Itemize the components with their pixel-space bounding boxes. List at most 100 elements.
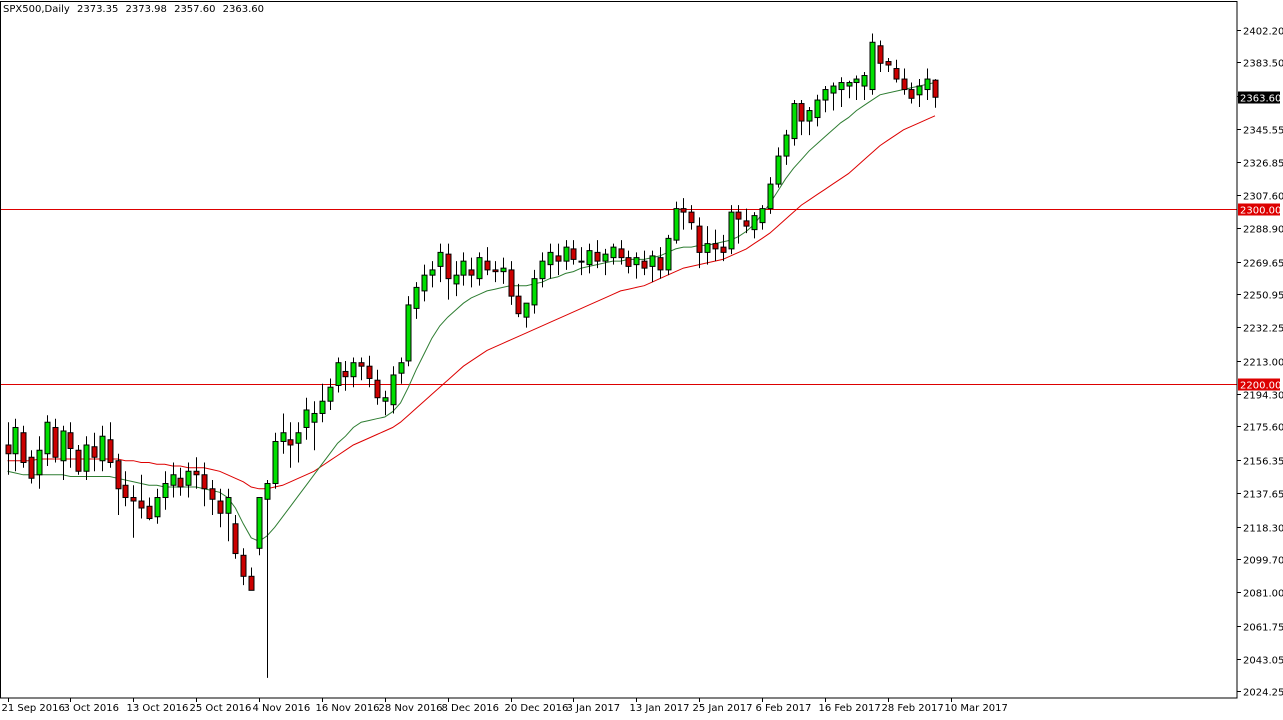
candle-body-bear — [735, 211, 742, 220]
y-tick-label: 2081.00 — [1243, 589, 1283, 600]
candle — [916, 79, 923, 108]
candle-body-bull — [44, 421, 51, 455]
candle — [728, 205, 735, 255]
candle-body-bull — [830, 85, 837, 94]
candle — [162, 471, 169, 510]
candle — [60, 425, 67, 481]
candle — [814, 94, 821, 127]
candle-body-bull — [264, 483, 271, 500]
candle — [625, 250, 632, 274]
candle-body-bull — [869, 41, 876, 91]
candle-body-bear — [798, 103, 805, 122]
candle — [539, 252, 546, 288]
candle-body-bull — [791, 103, 798, 140]
candle — [225, 488, 232, 542]
candle — [893, 59, 900, 83]
y-tick-label: 2043.05 — [1243, 656, 1283, 667]
candle — [303, 397, 310, 440]
candle-body-bear — [5, 444, 12, 455]
candle-body-bull — [405, 304, 412, 362]
candle — [508, 261, 515, 305]
candle — [822, 86, 829, 113]
y-tick-label: 2118.30 — [1243, 524, 1283, 535]
candle-body-bear — [468, 269, 475, 276]
candle — [901, 68, 908, 95]
candle — [767, 177, 774, 214]
candle-body-bear — [618, 248, 625, 259]
candle — [759, 205, 766, 230]
moving-average-fast-line — [7, 82, 936, 542]
candle-body-bear — [52, 426, 59, 458]
candle — [830, 82, 837, 111]
candle-body-bear — [177, 477, 184, 488]
candle-body-bull — [12, 426, 19, 455]
candle — [775, 147, 782, 188]
candle-body-bull — [303, 409, 310, 428]
candle — [555, 243, 562, 276]
candle — [256, 497, 263, 556]
candle — [28, 450, 35, 484]
candle — [798, 100, 805, 136]
symbol-label: SPX500,Daily — [3, 4, 70, 15]
y-tick-label: 2024.25 — [1243, 688, 1283, 699]
candle — [586, 243, 593, 274]
candle — [720, 234, 727, 262]
y-tick-label: 2288.90 — [1243, 225, 1283, 236]
plot-frame — [0, 1, 1238, 699]
candle — [350, 357, 357, 388]
open-value: 2373.35 — [76, 4, 119, 15]
candle-body-bull — [704, 243, 711, 253]
y-tick-label: 2061.75 — [1243, 623, 1283, 634]
candle — [633, 252, 640, 279]
candle-body-bear — [122, 484, 129, 499]
candle-body-bull — [390, 374, 397, 406]
candle — [122, 471, 129, 507]
candle — [185, 462, 192, 498]
candle — [170, 462, 177, 498]
x-tick-label: 13 Oct 2016 — [127, 703, 189, 714]
candle-body-bear — [240, 554, 247, 577]
candle-body-bull — [225, 497, 232, 514]
candle — [484, 247, 491, 276]
y-tick-label: 2137.65 — [1243, 490, 1283, 501]
candle-body-bear — [232, 523, 239, 555]
candle-body-bear — [696, 225, 703, 253]
candle-body-bear — [885, 61, 892, 66]
candle-body-bull — [602, 253, 609, 262]
candle — [20, 425, 27, 468]
y-tick-label: 2232.25 — [1243, 324, 1283, 335]
candle — [578, 247, 585, 276]
candle-body-bull — [586, 250, 593, 266]
candle — [232, 515, 239, 559]
candle — [413, 282, 420, 319]
candle-body-bear — [492, 269, 499, 273]
candle-body-bear — [877, 45, 884, 64]
candle-body-bear — [217, 500, 224, 514]
candle-body-bull — [280, 432, 287, 442]
candle — [295, 422, 302, 463]
candle — [154, 488, 161, 524]
candle-body-bear — [932, 79, 939, 98]
candle-body-bull — [633, 257, 640, 266]
candle-body-bear — [287, 439, 294, 446]
candle-body-bear — [193, 470, 200, 476]
candle-body-bull — [775, 155, 782, 185]
hline-price-tag — [1238, 203, 1280, 216]
candle — [201, 462, 208, 507]
candle — [115, 453, 122, 516]
y-tick-label: 2175.60 — [1243, 423, 1283, 434]
candle-body-bull — [398, 362, 405, 374]
candle-body-bull — [861, 75, 868, 87]
y-tick-label: 2345.55 — [1243, 126, 1283, 137]
candle-body-bull — [523, 302, 530, 318]
candle — [515, 283, 522, 318]
candle-body-bull — [154, 497, 161, 518]
candle — [398, 357, 405, 384]
candle — [437, 243, 444, 283]
candle — [83, 436, 90, 481]
candle — [67, 422, 74, 468]
candle-body-bull — [916, 85, 923, 96]
candle — [547, 243, 554, 279]
